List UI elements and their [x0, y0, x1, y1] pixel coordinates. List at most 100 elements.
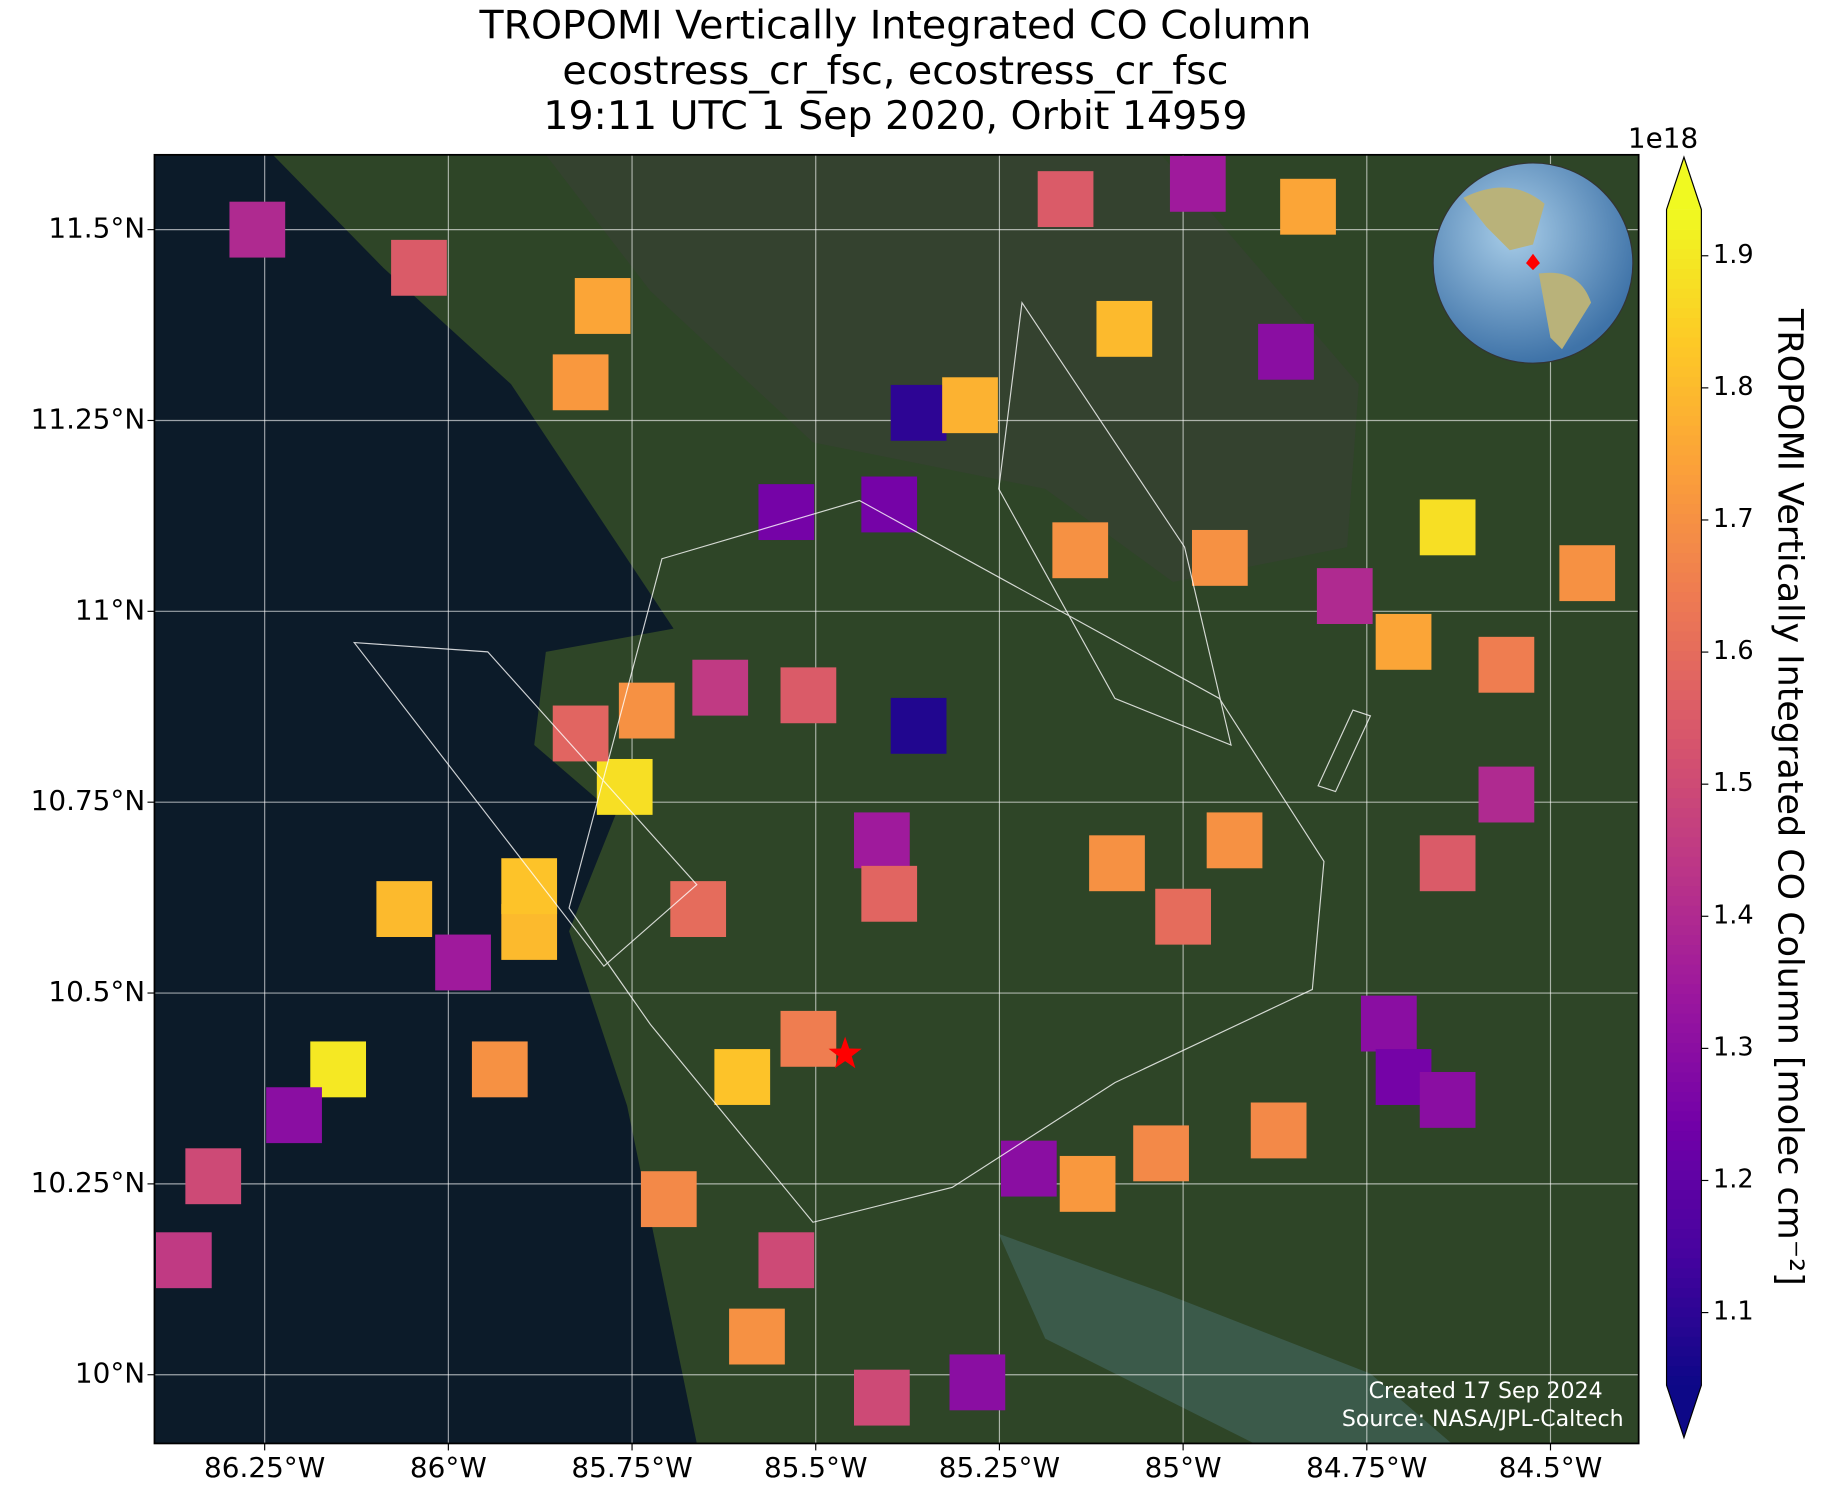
- colorbar-segment: [1666, 591, 1702, 603]
- colorbar-segment: [1666, 1306, 1702, 1318]
- y-tick-label: 11°N: [75, 593, 145, 626]
- co-pixel: [1059, 1155, 1116, 1212]
- colorbar-segment: [1666, 973, 1702, 985]
- colorbar-segment: [1666, 787, 1702, 799]
- co-pixel: [780, 1010, 837, 1067]
- colorbar-tick-label: 1.8: [1713, 372, 1754, 402]
- co-pixel: [692, 659, 749, 716]
- co-pixel: [640, 1171, 697, 1228]
- colorbar-segment: [1666, 963, 1702, 975]
- title-line: TROPOMI Vertically Integrated CO Column: [478, 2, 1311, 48]
- colorbar-tick-label: 1.1: [1713, 1297, 1754, 1327]
- colorbar-segment: [1666, 816, 1702, 828]
- colorbar-segment: [1666, 532, 1702, 544]
- co-pixel: [729, 1308, 785, 1365]
- colorbar-segment: [1666, 1110, 1702, 1122]
- colorbar-segment: [1666, 503, 1702, 514]
- colorbar-segment: [1666, 581, 1702, 593]
- map-area: [154, 154, 1639, 1444]
- colorbar-segment: [1666, 258, 1702, 270]
- colorbar-segment: [1666, 846, 1702, 857]
- colorbar-segment: [1666, 1179, 1702, 1190]
- colorbar-segment: [1666, 1199, 1702, 1210]
- co-pixel: [1096, 300, 1153, 357]
- colorbar-segment: [1666, 297, 1702, 309]
- colorbar-segment: [1666, 1052, 1702, 1063]
- co-pixel: [1089, 835, 1145, 892]
- colorbar-segment: [1666, 611, 1702, 622]
- colorbar-segment: [1666, 415, 1702, 426]
- x-tick-label: 86°W: [410, 1451, 487, 1484]
- co-pixel: [155, 1232, 212, 1289]
- co-pixel: [618, 682, 675, 739]
- y-tick-label: 10.25°N: [31, 1166, 146, 1199]
- colorbar-segment: [1666, 1326, 1702, 1337]
- credit: Created 17 Sep 2024: [1369, 1378, 1603, 1404]
- co-pixel: [1155, 888, 1211, 945]
- colorbar-segment: [1666, 1336, 1702, 1347]
- colorbar-segment: [1666, 327, 1702, 338]
- colorbar-segment: [1666, 1365, 1702, 1377]
- colorbar-segment: [1666, 572, 1702, 583]
- colorbar-segment: [1666, 405, 1702, 416]
- colorbar-segment: [1666, 670, 1702, 681]
- colorbar-segment: [1666, 660, 1702, 671]
- colorbar-segment: [1666, 1248, 1702, 1259]
- co-pixel: [501, 858, 558, 915]
- colorbar-segment: [1666, 738, 1702, 750]
- colorbar-segment: [1666, 464, 1702, 475]
- colorbar-segment: [1666, 767, 1702, 779]
- colorbar-segment: [1666, 905, 1702, 916]
- co-pixel: [1419, 835, 1476, 892]
- colorbar-segment: [1666, 630, 1702, 642]
- co-pixel: [1419, 1071, 1476, 1128]
- colorbar-segment: [1666, 248, 1702, 260]
- colorbar-segment: [1666, 679, 1702, 691]
- colorbar-segment: [1666, 1130, 1702, 1141]
- colorbar-segment: [1666, 1061, 1702, 1073]
- co-pixel: [1478, 636, 1535, 693]
- colorbar-segment: [1666, 346, 1702, 358]
- colorbar-segment: [1666, 1208, 1702, 1220]
- co-pixel: [1052, 522, 1109, 579]
- colorbar-segment: [1666, 1150, 1702, 1161]
- colorbar-segment: [1666, 650, 1702, 661]
- credit: Source: NASA/JPL-Caltech: [1342, 1406, 1624, 1432]
- colorbar-segment: [1666, 856, 1702, 867]
- colorbar-frame: [1665, 155, 1702, 1440]
- co-pixel: [670, 881, 727, 937]
- colorbar-segment: [1666, 836, 1702, 848]
- co-pixel: [1000, 1140, 1057, 1197]
- colorbar-segment: [1666, 885, 1702, 897]
- co-pixel: [552, 354, 609, 411]
- colorbar-segment: [1666, 1042, 1702, 1053]
- colorbar-segment: [1666, 513, 1702, 524]
- colorbar-segment: [1666, 542, 1702, 554]
- co-pixel: [185, 1148, 242, 1205]
- colorbar-segment: [1666, 758, 1702, 769]
- co-pixel: [1280, 178, 1336, 235]
- co-pixel: [758, 1232, 815, 1289]
- colorbar-segment: [1666, 807, 1702, 818]
- co-pixel: [435, 934, 491, 991]
- colorbar-segment: [1666, 944, 1702, 955]
- colorbar-segment: [1666, 434, 1702, 446]
- co-pixel: [853, 812, 910, 869]
- co-pixel: [266, 1087, 322, 1144]
- title-line: 19:11 UTC 1 Sep 2020, Orbit 14959: [543, 93, 1247, 139]
- co-pixel: [942, 377, 998, 434]
- colorbar-segment: [1666, 444, 1702, 456]
- co-pixel: [1037, 171, 1094, 228]
- y-tick-label: 10°N: [75, 1357, 145, 1390]
- colorbar-segment: [1666, 914, 1702, 926]
- colorbar-segment: [1666, 523, 1702, 534]
- colorbar-segment: [1666, 474, 1702, 485]
- co-pixel: [1169, 155, 1226, 212]
- colorbar-segment: [1666, 483, 1702, 495]
- x-tick-label: 85.5°W: [764, 1451, 868, 1484]
- colorbar-segment: [1666, 1346, 1702, 1357]
- colorbar-segment: [1666, 1218, 1702, 1230]
- colorbar-segment: [1666, 1316, 1702, 1328]
- colorbar-segment: [1666, 1169, 1702, 1181]
- title-line: ecostress_cr_fsc, ecostress_cr_fsc: [562, 48, 1228, 94]
